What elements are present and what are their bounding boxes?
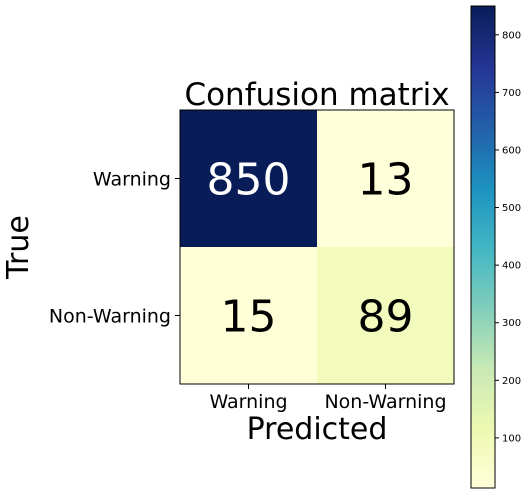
chart-title: Confusion matrix [184, 77, 449, 113]
cell-value-1-0: 15 [221, 292, 277, 343]
colorbar-tick-label: 400 [502, 261, 521, 272]
matrix-cell-0-0 [180, 110, 317, 247]
matrix-frame [179, 109, 455, 385]
matrix-cells: 850 13 15 89 [180, 110, 454, 384]
x-axis-label: Predicted [247, 412, 388, 447]
y-tick-label: Warning [93, 169, 171, 191]
colorbar-tick-label: 300 [502, 318, 521, 329]
colorbar-ticks: 100 200 300 400 500 600 700 800 [495, 30, 521, 444]
colorbar-tick-label: 800 [502, 30, 521, 41]
colorbar-tick-label: 200 [502, 376, 521, 387]
y-axis-ticks: Warning Non-Warning [49, 169, 180, 328]
colorbar-tick-label: 100 [502, 433, 521, 444]
matrix-cell-0-1 [317, 110, 454, 247]
cell-value-1-1: 89 [358, 292, 414, 343]
colorbar-tick-label: 500 [502, 203, 521, 214]
x-tick-label: Non-Warning [324, 391, 446, 413]
colorbar [470, 5, 496, 489]
y-axis-label: True [1, 215, 36, 280]
cell-value-0-0: 850 [207, 155, 291, 206]
matrix-cell-1-1 [317, 247, 454, 384]
x-axis-ticks: Warning Non-Warning [209, 384, 447, 413]
cell-value-0-1: 13 [358, 155, 414, 206]
x-tick-label: Warning [209, 391, 287, 413]
colorbar-tick-label: 600 [502, 145, 521, 156]
y-tick-label: Non-Warning [49, 306, 171, 328]
colorbar-tick-label: 700 [502, 88, 521, 99]
matrix-cell-1-0 [180, 247, 317, 384]
